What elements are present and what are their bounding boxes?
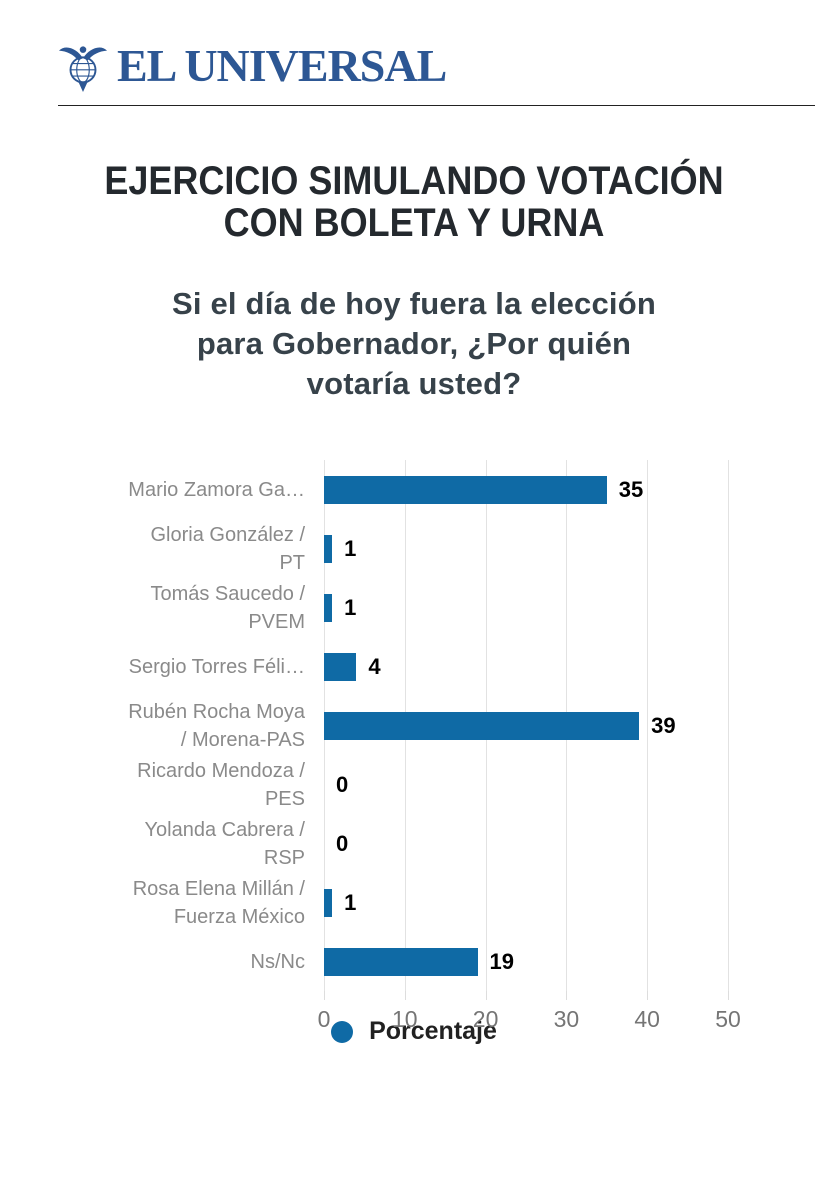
x-axis-tick-label: 10 (392, 1006, 418, 1032)
eagle-globe-icon (58, 46, 108, 92)
bar-track: 35 (324, 460, 814, 519)
header: EL UNIVERSAL (0, 0, 828, 106)
category-label-line: Fuerza México (173, 905, 305, 928)
bar-track: 1 (324, 578, 814, 637)
bar (324, 534, 333, 563)
x-axis-tick-label: 20 (472, 1006, 499, 1032)
bar-track: 1 (324, 519, 814, 578)
chart-row: Mario Zamora Ga… 35 (14, 460, 814, 519)
bar-track: 39 (324, 696, 814, 755)
chart-row: Sergio Torres Féli… 4 (14, 637, 814, 696)
category-label: Mario Zamora Ga… (14, 460, 324, 519)
x-axis-tick-label: 30 (553, 1006, 580, 1032)
category-label: Rubén Rocha Moya / Morena-PAS (14, 696, 324, 755)
value-label: 1 (344, 535, 357, 561)
category-label-line: Ns/Nc (250, 950, 305, 973)
category-label-line: RSP (263, 846, 305, 869)
bar (324, 475, 607, 504)
category-label: Sergio Torres Féli… (14, 637, 324, 696)
category-label: Gloria González / PT (14, 519, 324, 578)
chart-rows: Mario Zamora Ga… 35 Gloria González / PT 1 To… (14, 460, 814, 991)
chart-row: Rosa Elena Millán / Fuerza México 1 (14, 873, 814, 932)
survey-question-line-1: Si el día de hoy fuera la elección (171, 286, 657, 321)
bar (324, 947, 478, 976)
value-label: 1 (344, 594, 357, 620)
chart-row: Ricardo Mendoza / PES 0 (14, 755, 814, 814)
x-axis-ticks (324, 991, 794, 1000)
page-title-line-1: EJERCICIO SIMULANDO VOTACIÓN (104, 159, 724, 203)
value-label: 0 (336, 830, 349, 856)
tick-mark (566, 991, 568, 1000)
chart-row: Tomás Saucedo / PVEM 1 (14, 578, 814, 637)
bar-track: 4 (324, 637, 814, 696)
tick-mark (728, 991, 729, 1000)
value-label: 4 (368, 653, 381, 679)
survey-question: Si el día de hoy fuera la elección para … (0, 284, 828, 404)
category-label-line: Rubén Rocha Moya (128, 700, 305, 723)
tick-mark (404, 991, 406, 1000)
category-label-line: Mario Zamora Ga… (128, 478, 305, 501)
category-label-line: Tomás Saucedo / (150, 582, 305, 605)
chart-row: Gloria González / PT 1 (14, 519, 814, 578)
tick-mark (647, 991, 649, 1000)
category-label-line: Sergio Torres Féli… (128, 655, 305, 678)
legend-color-swatch (331, 1020, 354, 1043)
category-label-line: Yolanda Cabrera / (144, 818, 306, 841)
chart-row: Rubén Rocha Moya / Morena-PAS 39 (14, 696, 814, 755)
value-label: 1 (344, 889, 357, 915)
tick-mark (324, 991, 325, 1000)
legend-label: Porcentaje (369, 1017, 497, 1045)
brand-name: EL UNIVERSAL (117, 40, 447, 91)
category-label: Ricardo Mendoza / PES (14, 755, 324, 814)
category-label-line: Ricardo Mendoza / (137, 759, 305, 782)
category-label: Rosa Elena Millán / Fuerza México (14, 873, 324, 932)
tick-mark (485, 991, 487, 1000)
survey-question-line-2: para Gobernador, ¿Por quién (196, 326, 632, 361)
page-title: EJERCICIO SIMULANDO VOTACIÓN CON BOLETA … (0, 160, 828, 244)
category-label: Ns/Nc (14, 932, 324, 991)
value-label: 0 (336, 771, 349, 797)
chart-legend: Porcentaje (14, 1017, 814, 1046)
bar-track: 1 (324, 873, 814, 932)
category-label-line: PT (279, 551, 305, 574)
chart-row: Ns/Nc 19 (14, 932, 814, 991)
category-label-line: / Morena-PAS (180, 728, 305, 751)
page-title-line-2: CON BOLETA Y URNA (223, 201, 605, 245)
x-axis-tick-label: 50 (715, 1006, 741, 1032)
survey-question-line-3: votaría usted? (306, 366, 522, 401)
bar (324, 888, 333, 917)
bar (324, 711, 640, 740)
category-label: Yolanda Cabrera / RSP (14, 814, 324, 873)
chart-row: Yolanda Cabrera / RSP 0 (14, 814, 814, 873)
brand-logo: EL UNIVERSAL (58, 40, 815, 92)
value-label: 39 (651, 712, 676, 738)
value-label: 35 (618, 476, 644, 502)
category-label-line: PES (264, 787, 305, 810)
x-axis-labels: 0 10 20 30 40 50 (318, 1006, 794, 1036)
bar-track: 19 (324, 932, 814, 991)
x-axis-tick-label: 40 (634, 1006, 660, 1032)
gridline (647, 460, 649, 991)
bar-track: 0 (324, 814, 814, 873)
x-axis-tick-label: 0 (317, 1006, 331, 1032)
bar (324, 593, 333, 622)
category-label-line: Gloria González / (150, 523, 305, 546)
gridline (728, 460, 729, 991)
header-divider (58, 105, 815, 106)
bar-track: 0 (324, 755, 814, 814)
category-label-line: Rosa Elena Millán / (132, 877, 305, 900)
category-label: Tomás Saucedo / PVEM (14, 578, 324, 637)
category-label-line: PVEM (248, 610, 305, 633)
bar (324, 652, 357, 681)
bar-chart: Mario Zamora Ga… 35 Gloria González / PT 1 To… (14, 460, 814, 1045)
value-label: 19 (489, 948, 514, 974)
